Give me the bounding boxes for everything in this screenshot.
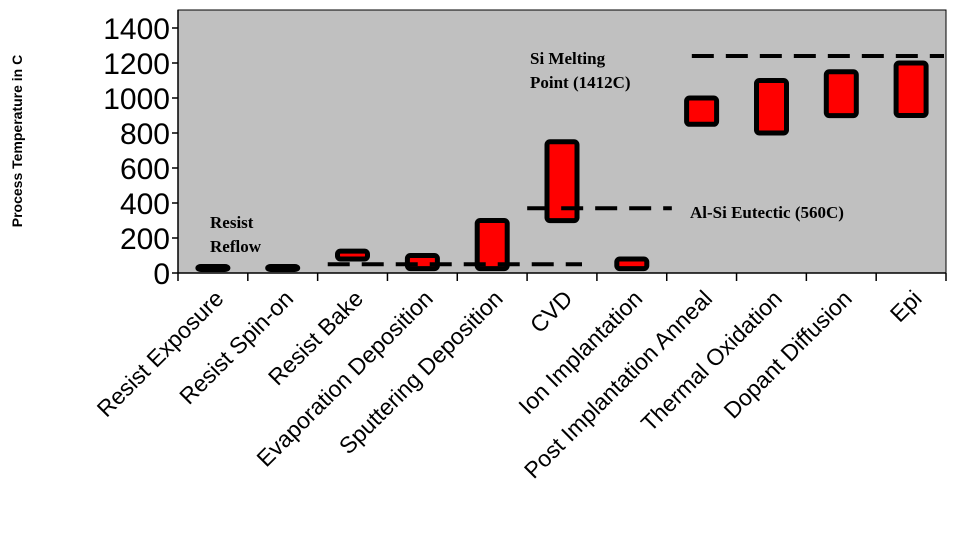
y-tick-label: 1400 <box>103 13 170 46</box>
y-tick-label: 1200 <box>103 48 170 81</box>
y-tick-label: 200 <box>120 223 170 256</box>
y-tick-label: 800 <box>120 118 170 151</box>
range-bar <box>684 95 720 127</box>
si-melting-point-label: Si Melting Point (1412C) <box>530 49 631 92</box>
resist-reflow-label: Resist Reflow <box>210 213 262 256</box>
range-bar <box>404 253 440 272</box>
range-bar <box>614 256 650 272</box>
x-tick-label: Dopant Diffusion <box>718 285 856 423</box>
range-bar <box>335 248 370 262</box>
range-bar <box>823 69 859 119</box>
range-bar <box>754 78 789 136</box>
range-bar <box>893 60 929 118</box>
range-bar <box>474 218 510 272</box>
y-tick-label: 600 <box>120 153 170 186</box>
x-tick-label: Resist Exposure <box>92 285 229 422</box>
y-tick-label: 1000 <box>103 83 170 116</box>
x-tick-label: CVD <box>525 285 578 338</box>
range-bar <box>544 139 580 224</box>
range-bar <box>265 264 301 272</box>
y-tick-label: 0 <box>153 258 170 291</box>
al-si-eutectic-label: Al-Si Eutectic (560C) <box>690 203 844 222</box>
y-axis-title: Process Temperature in C <box>9 55 25 227</box>
range-bar <box>195 264 231 272</box>
y-tick-label: 400 <box>120 188 170 221</box>
x-tick-label: Epi <box>885 285 927 327</box>
x-tick-label: Ion Implantation <box>513 285 647 419</box>
